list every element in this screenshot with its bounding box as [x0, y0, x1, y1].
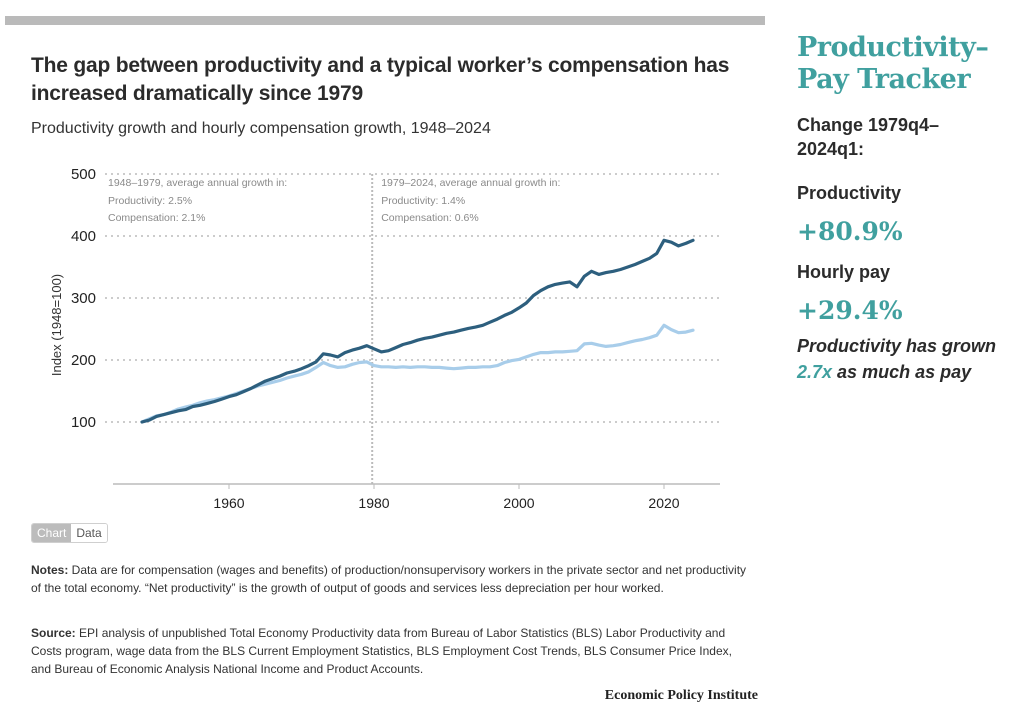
y-tick-label: 400	[71, 228, 96, 245]
summary-pre: Productivity has grown	[797, 336, 997, 356]
chart-notes: Notes: Data are for compensation (wages …	[31, 561, 751, 597]
top-divider-bar	[5, 16, 765, 25]
tracker-sidebar: Productivity– Pay Tracker Change 1979q4–…	[797, 32, 1017, 385]
y-tick-label: 100	[71, 414, 96, 431]
annotation-productivity-1: Productivity: 2.5%	[108, 195, 192, 207]
summary-statement: Productivity has grown 2.7x as much as p…	[797, 333, 1017, 385]
line-chart: 100 200 300 400 500 1960 1980 2000 2020 Index (19…	[49, 166, 720, 511]
tracker-title: Productivity– Pay Tracker	[797, 32, 1017, 96]
chart-tab[interactable]: Chart	[32, 524, 72, 542]
productivity-line	[140, 238, 695, 424]
hourly-pay-change-value: +29.4%	[797, 296, 903, 325]
chart-title: The gap between productivity and a typic…	[31, 54, 730, 105]
y-tick-label: 300	[71, 290, 96, 307]
epi-logo-text: Economic Policy Institute	[604, 688, 758, 703]
productivity-label: Productivity	[797, 183, 902, 203]
chart-data-toggle: Chart Data	[31, 523, 108, 543]
notes-text: Data are for compensation (wages and ben…	[31, 563, 747, 595]
x-tick-label: 2020	[648, 495, 679, 511]
chart-subtitle: Productivity growth and hourly compensat…	[31, 120, 491, 137]
annotation-period-2: 1979–2024, average annual growth in:	[381, 177, 560, 189]
annotation-productivity-2: Productivity: 1.4%	[381, 195, 465, 207]
source-text: EPI analysis of unpublished Total Econom…	[31, 626, 732, 676]
tracker-title-line1: Productivity–	[797, 32, 989, 63]
hourly-pay-label: Hourly pay	[797, 262, 891, 282]
x-tick-label: 2000	[503, 495, 534, 511]
summary-post: as much as pay	[832, 362, 972, 382]
x-tick-label: 1980	[358, 495, 389, 511]
source-label: Source:	[31, 626, 76, 640]
change-period-label: Change 1979q4–2024q1:	[797, 115, 940, 159]
annotation-compensation-1: Compensation: 2.1%	[108, 212, 205, 224]
notes-label: Notes:	[31, 563, 69, 577]
annotation-compensation-2: Compensation: 0.6%	[381, 212, 478, 224]
chart-source: Source: EPI analysis of unpublished Tota…	[31, 624, 751, 678]
annotation-period-1: 1948–1979, average annual growth in:	[108, 177, 287, 189]
productivity-change-value: +80.9%	[797, 217, 903, 246]
y-tick-label: 500	[71, 166, 96, 183]
y-tick-label: 200	[71, 352, 96, 369]
y-axis-label: Index (1948=100)	[49, 274, 64, 376]
tracker-title-line2: Pay Tracker	[797, 64, 971, 95]
x-tick-label: 1960	[213, 495, 244, 511]
summary-ratio: 2.7x	[797, 362, 833, 382]
data-tab[interactable]: Data	[71, 524, 107, 542]
